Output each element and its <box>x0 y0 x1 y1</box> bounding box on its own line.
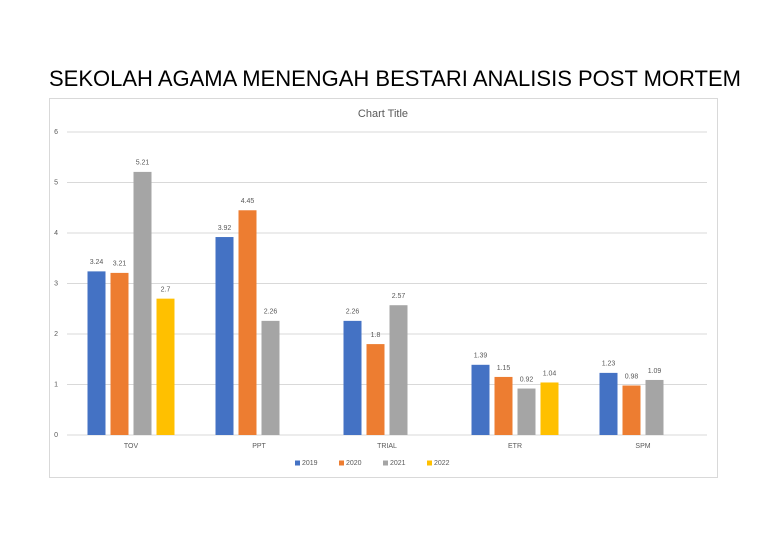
bar <box>645 379 664 435</box>
bar <box>599 372 618 435</box>
data-label: 0.92 <box>520 376 534 383</box>
data-label: 2.57 <box>392 293 406 300</box>
data-label: 1.39 <box>474 353 488 360</box>
data-label: 2.26 <box>264 309 278 316</box>
legend-swatch <box>427 460 432 466</box>
data-label: 1.8 <box>371 332 381 339</box>
bar <box>366 344 385 435</box>
bar <box>494 376 513 435</box>
y-tick-label: 3 <box>54 280 58 287</box>
bar <box>389 305 408 435</box>
bar <box>110 272 129 435</box>
data-label: 1.23 <box>602 361 616 368</box>
bar <box>343 320 362 435</box>
bar <box>215 237 234 435</box>
data-label: 4.45 <box>241 198 255 205</box>
legend-swatch <box>383 460 388 466</box>
bar <box>261 320 280 435</box>
legend-label: 2020 <box>346 460 362 467</box>
data-label: 3.92 <box>218 225 232 232</box>
page-title: SEKOLAH AGAMA MENENGAH BESTARI ANALISIS … <box>49 66 741 91</box>
bar <box>87 271 106 435</box>
bar <box>517 388 536 435</box>
y-tick-label: 5 <box>54 179 58 186</box>
data-label: 5.21 <box>136 160 150 167</box>
data-label: 1.15 <box>497 365 511 372</box>
x-tick-label: SPM <box>635 443 650 450</box>
bar <box>540 382 559 435</box>
x-tick-label: PPT <box>252 443 266 450</box>
chart-title: Chart Title <box>358 108 408 120</box>
legend-label: 2022 <box>434 460 450 467</box>
y-tick-label: 0 <box>54 432 58 439</box>
bar <box>238 210 257 435</box>
x-tick-label: TOV <box>124 443 139 450</box>
data-label: 1.04 <box>543 370 557 377</box>
legend-swatch <box>339 460 344 466</box>
bar <box>471 364 490 435</box>
legend-label: 2021 <box>390 460 406 467</box>
bar <box>622 385 641 435</box>
y-tick-label: 1 <box>54 381 58 388</box>
x-tick-label: TRIAL <box>377 443 397 450</box>
data-label: 0.98 <box>625 373 639 380</box>
data-label: 3.21 <box>113 261 127 268</box>
data-label: 2.7 <box>161 286 171 293</box>
y-tick-label: 2 <box>54 331 58 338</box>
bar <box>133 171 152 435</box>
data-label: 2.26 <box>346 309 360 316</box>
legend-label: 2019 <box>302 460 318 467</box>
x-tick-label: ETR <box>508 443 522 450</box>
y-tick-label: 6 <box>54 129 58 136</box>
bar <box>156 298 175 435</box>
legend-swatch <box>295 460 300 466</box>
data-label: 1.09 <box>648 368 662 375</box>
y-tick-label: 4 <box>54 230 58 237</box>
data-label: 3.24 <box>90 259 104 266</box>
